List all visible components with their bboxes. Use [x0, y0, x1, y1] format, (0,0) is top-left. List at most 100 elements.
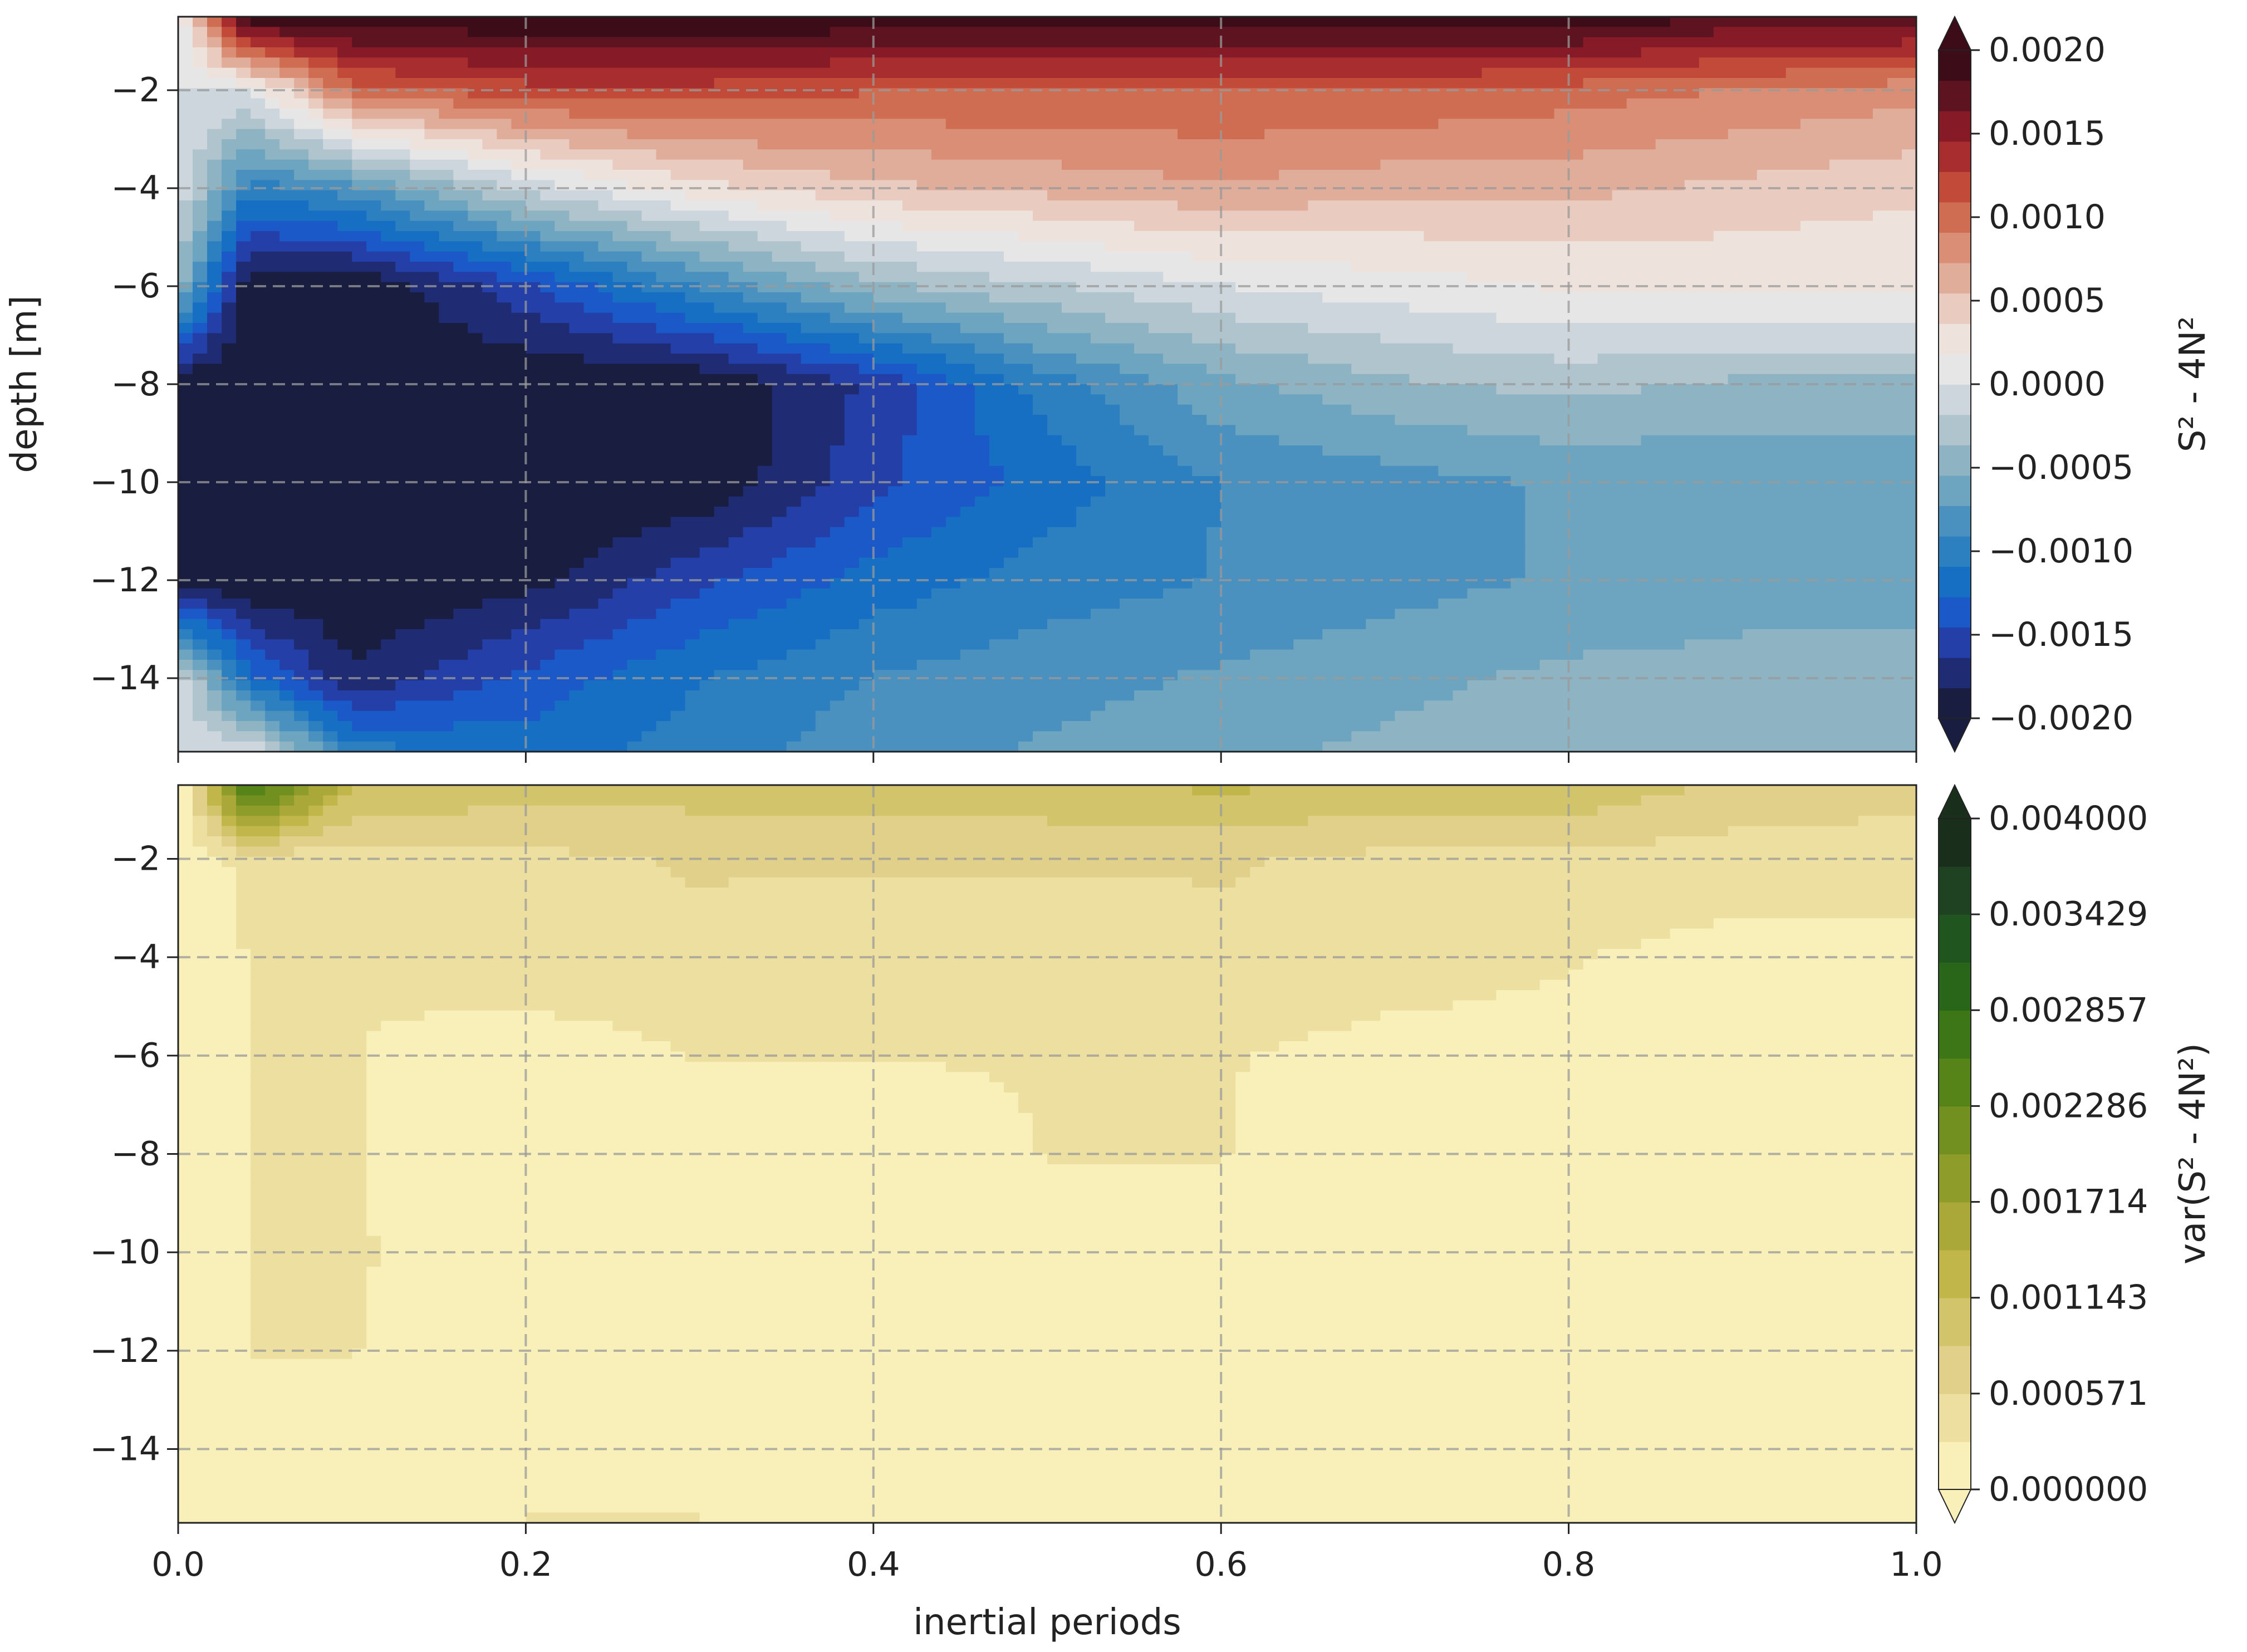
contour-cell [251, 700, 266, 712]
contour-cell [366, 1195, 1916, 1206]
contour-cell [1322, 445, 1916, 457]
contour-cell [844, 231, 1019, 242]
y-tick-label: −14 [90, 659, 160, 698]
contour-cell [1453, 1000, 1916, 1011]
contour-cell [366, 1184, 1916, 1195]
contour-cell [1887, 78, 1916, 89]
contour-cell [251, 1256, 381, 1267]
contour-cell [222, 292, 237, 303]
contour-cell [294, 795, 323, 806]
contour-cell [337, 57, 469, 68]
contour-cell [222, 836, 237, 847]
contour-cell [178, 990, 251, 1001]
colorbar-swatch [1939, 475, 1971, 506]
contour-cell [178, 282, 193, 293]
contour-cell [555, 649, 657, 660]
colorbar-tick-label: −0.0005 [1989, 448, 2133, 487]
contour-cell [1018, 629, 1323, 640]
contour-cell [786, 741, 1019, 752]
contour-cell [395, 680, 483, 691]
contour-cell [1626, 98, 1916, 109]
contour-cell [251, 1215, 367, 1227]
y-tick-label: −8 [111, 365, 160, 404]
contour-cell [294, 741, 323, 752]
contour-cell [236, 37, 251, 48]
contour-cell [1004, 333, 1091, 344]
contour-cell [989, 445, 1077, 457]
contour-cell [1076, 507, 1221, 518]
contour-cell [815, 537, 903, 548]
contour-cell [1322, 741, 1916, 752]
contour-cell [294, 170, 352, 181]
contour-cell [1235, 312, 1497, 323]
contour-cell [482, 190, 541, 201]
contour-cell [989, 272, 1164, 283]
contour-cell [1018, 1092, 1237, 1104]
contour-cell [251, 1021, 381, 1032]
contour-cell [873, 292, 990, 303]
top-colorbar: 0.0020 0.0015 0.0010 0.0005 0.0000 −0.0005 −0.… [1937, 15, 2214, 753]
contour-cell [178, 129, 208, 140]
contour-cell [772, 394, 845, 405]
contour-cell [1033, 364, 1120, 375]
contour-cell [1684, 639, 1916, 650]
contour-cell [178, 486, 744, 497]
contour-cell [178, 1041, 251, 1052]
colorbar-swatch [1939, 171, 1971, 203]
contour-cell [974, 384, 1019, 395]
contour-cell [251, 1133, 367, 1144]
contour-cell [207, 190, 222, 201]
contour-cell [1583, 649, 1916, 660]
contour-cell [801, 731, 1033, 742]
contour-cell [685, 190, 816, 201]
contour-cell [468, 27, 831, 38]
contour-cell [178, 262, 193, 273]
contour-cell [1699, 57, 1916, 68]
contour-cell [1221, 496, 1526, 507]
contour-cell [801, 496, 874, 507]
contour-cell [251, 1277, 367, 1288]
contour-cell [1539, 660, 1916, 671]
contour-cell [366, 1205, 1916, 1216]
contour-cell [178, 1123, 251, 1134]
colorbar-tick-label: 0.004000 [1989, 799, 2148, 838]
colorbar-swatch [1939, 1106, 1971, 1155]
contour-cell [873, 609, 1091, 620]
contour-cell [873, 670, 1178, 681]
contour-cell [178, 1102, 251, 1114]
contour-cell [222, 805, 237, 816]
contour-cell [323, 731, 338, 742]
contour-cell [511, 159, 614, 170]
x-tick-label: 0.6 [1194, 1545, 1247, 1584]
colorbar-extend-min [1937, 718, 1972, 753]
contour-cell [1047, 425, 1135, 436]
contour-cell [193, 251, 208, 262]
contour-cell [714, 333, 787, 344]
contour-cell [178, 690, 193, 702]
contour-cell [207, 251, 222, 262]
contour-cell [236, 17, 251, 28]
contour-cell [381, 1256, 1916, 1267]
contour-cell [279, 57, 309, 68]
contour-cell [251, 660, 280, 671]
contour-cell [366, 1061, 946, 1073]
contour-cell [178, 1010, 251, 1022]
contour-cell [1308, 816, 1859, 827]
contour-cell [1206, 364, 1352, 375]
contour-cell [1134, 690, 1454, 702]
contour-cell [1062, 159, 1381, 170]
top-panel: −2 −4 −6 −8 −10 −12 −14 depth [m] [4, 16, 1917, 763]
contour-cell [178, 629, 193, 640]
contour-cell [844, 404, 918, 415]
contour-cell [251, 37, 295, 48]
contour-cell [1308, 354, 1555, 365]
contour-cell [178, 599, 208, 610]
contour-cell [265, 98, 280, 109]
contour-cell [1206, 415, 1396, 426]
contour-cell [786, 547, 889, 558]
contour-cell [743, 292, 802, 303]
contour-cell [193, 836, 222, 847]
contour-cell [569, 139, 758, 150]
contour-cell [337, 220, 396, 232]
contour-cell [222, 302, 237, 313]
